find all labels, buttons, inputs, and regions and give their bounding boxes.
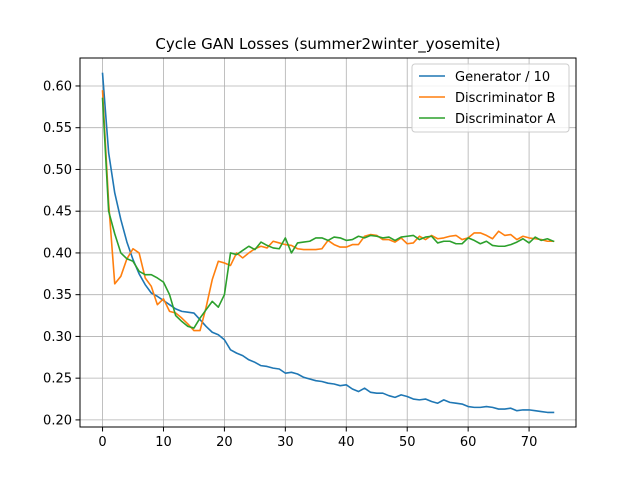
legend-label-0: Generator / 10 xyxy=(455,70,550,85)
y-tick-label: 0.30 xyxy=(43,330,72,345)
series-line-2 xyxy=(101,97,555,329)
y-tick-label: 0.25 xyxy=(43,372,72,387)
x-tick-label: 0 xyxy=(98,435,106,450)
legend-box xyxy=(411,63,570,133)
legend-label-1: Discriminator B xyxy=(455,91,555,106)
x-tick-label: 70 xyxy=(521,435,538,450)
y-tick-label: 0.20 xyxy=(43,413,72,428)
x-tick-label: 50 xyxy=(399,435,416,450)
y-tick-label: 0.60 xyxy=(43,79,72,94)
legend: Generator / 10 Discriminator B Discriminat… xyxy=(411,63,570,133)
x-tick-label: 20 xyxy=(216,435,233,450)
series-lines xyxy=(101,72,555,414)
plot-frame xyxy=(79,57,577,428)
y-tick-label: 0.40 xyxy=(43,246,72,261)
y-tick-label: 0.45 xyxy=(43,205,72,220)
y-tick-label: 0.55 xyxy=(43,121,72,136)
axis-ticks: 0 10 20 30 40 50 60 70 0.20 0.25 0.30 0.35 0.40 0.45 0… xyxy=(43,79,537,450)
x-tick-label: 60 xyxy=(460,435,477,450)
x-tick-label: 30 xyxy=(277,435,294,450)
y-tick-label: 0.50 xyxy=(43,163,72,178)
legend-label-2: Discriminator A xyxy=(455,112,556,127)
x-tick-label: 10 xyxy=(155,435,172,450)
series-line-0 xyxy=(101,72,555,414)
chart-title: Cycle GAN Losses (summer2winter_yosemite… xyxy=(155,35,500,54)
x-tick-label: 40 xyxy=(338,435,355,450)
y-tick-label: 0.35 xyxy=(43,288,72,303)
